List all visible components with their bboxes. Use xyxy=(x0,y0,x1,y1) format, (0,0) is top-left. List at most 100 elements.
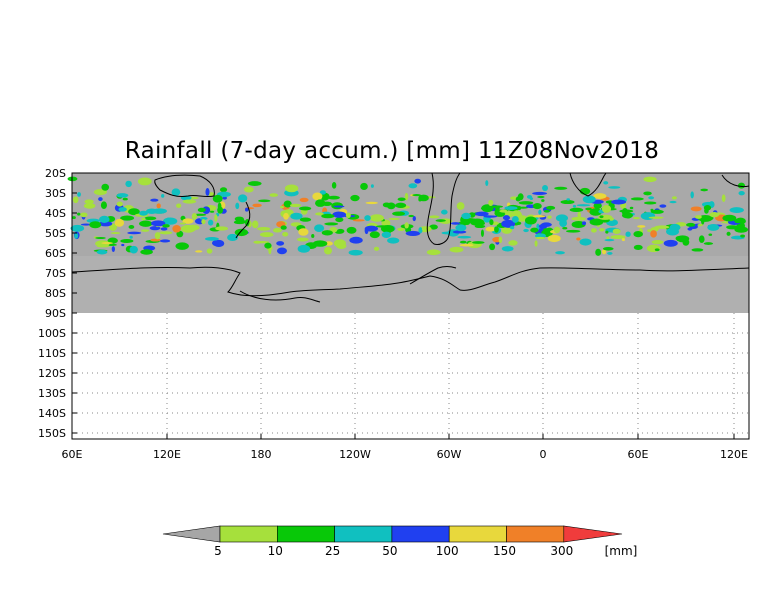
rain-cell xyxy=(682,238,690,246)
rain-cell xyxy=(524,216,537,225)
rain-cell xyxy=(154,232,161,240)
rain-cell xyxy=(459,240,467,244)
rain-cell xyxy=(535,236,546,240)
rain-cell xyxy=(208,192,215,197)
rain-cell xyxy=(333,205,345,208)
rain-cell xyxy=(612,228,621,234)
rain-cell xyxy=(171,188,181,197)
rain-cell xyxy=(204,237,219,241)
rain-cell xyxy=(77,212,81,216)
rain-cell xyxy=(698,235,705,243)
rain-cell xyxy=(160,227,168,231)
rain-cell xyxy=(83,203,96,209)
rain-cell xyxy=(247,181,262,186)
rain-cell xyxy=(334,230,344,234)
rain-cell xyxy=(206,248,213,254)
rain-cell xyxy=(234,216,244,222)
rain-cell xyxy=(381,231,392,238)
lon-label: 120E xyxy=(153,448,181,461)
ross-shelf xyxy=(239,290,321,303)
rain-cell xyxy=(264,242,272,249)
rain-cell xyxy=(640,212,656,220)
rain-cell xyxy=(370,184,374,188)
rain-cell xyxy=(646,244,661,253)
rain-cell xyxy=(601,204,612,213)
rain-cell xyxy=(555,251,565,255)
new-zealand-coast xyxy=(235,201,251,239)
rain-cell xyxy=(252,203,262,208)
rain-cell xyxy=(734,218,744,224)
rain-cell xyxy=(547,234,561,243)
rain-cell xyxy=(542,185,549,192)
rain-cell xyxy=(543,209,550,213)
madagascar-coast xyxy=(721,174,750,188)
rain-cell xyxy=(644,201,657,205)
rain-cell xyxy=(128,208,140,216)
rain-cell xyxy=(498,236,503,244)
rain-cell xyxy=(654,248,660,252)
rain-cell xyxy=(547,215,552,219)
rain-cell xyxy=(485,226,496,232)
rain-cell xyxy=(120,215,135,221)
colorbar: 5 10 25 50 100 150 300 [mm] xyxy=(162,525,637,558)
rain-cell xyxy=(312,192,323,201)
rain-cell xyxy=(501,246,514,252)
rain-cell xyxy=(149,226,161,231)
rain-cell xyxy=(207,219,214,226)
rain-cell xyxy=(700,216,705,225)
rain-cell xyxy=(179,222,187,225)
rain-cell xyxy=(472,241,485,244)
rain-cell xyxy=(629,206,634,210)
rain-cell xyxy=(72,196,79,204)
lat-label: 60S xyxy=(45,247,66,260)
rain-cell xyxy=(110,232,121,235)
rain-cell xyxy=(643,191,652,196)
rain-cell xyxy=(175,242,189,250)
rain-cell xyxy=(332,211,347,218)
rain-cell xyxy=(429,224,438,230)
rain-cell xyxy=(607,251,613,255)
rain-cell xyxy=(488,199,494,206)
rain-cell xyxy=(212,240,220,247)
rain-cell xyxy=(654,225,670,229)
rain-cell xyxy=(738,190,745,196)
rain-cell xyxy=(483,215,498,218)
rain-cell xyxy=(392,211,406,216)
rain-cell xyxy=(480,229,484,237)
rain-cell xyxy=(146,208,158,214)
longitude-axis: 60E 120E 180 120W 60W 0 60E 120E xyxy=(62,434,748,461)
rain-cell xyxy=(349,236,363,244)
rain-cell xyxy=(215,226,229,231)
colorbar-label: 25 xyxy=(325,544,340,558)
rain-cell xyxy=(74,232,79,239)
rain-cell xyxy=(449,246,464,253)
rain-cell xyxy=(217,206,224,214)
rain-cell xyxy=(195,250,203,253)
rain-cell xyxy=(633,230,643,238)
rain-cell xyxy=(611,199,627,205)
rain-cell xyxy=(129,235,133,239)
rain-cell xyxy=(678,238,684,243)
rain-cell xyxy=(428,215,440,219)
rain-cell xyxy=(721,194,726,202)
rain-cell xyxy=(352,219,365,222)
rain-cell xyxy=(322,195,327,200)
antarctica-coastline xyxy=(71,266,750,297)
rain-cell xyxy=(690,191,694,199)
rainfall-patches xyxy=(67,176,749,256)
rain-cell xyxy=(121,243,125,247)
rain-cell xyxy=(201,219,206,225)
rain-cell xyxy=(139,220,153,227)
rain-cell xyxy=(280,205,284,209)
rain-cell xyxy=(608,186,621,189)
rain-cell xyxy=(345,212,351,218)
rain-cell xyxy=(722,214,737,222)
south-america-coast xyxy=(426,172,461,245)
rain-cell xyxy=(212,194,223,203)
rain-cell xyxy=(298,228,309,236)
rain-cell xyxy=(315,212,324,216)
rain-cell xyxy=(510,225,515,230)
rain-cell xyxy=(412,194,422,197)
polar-nodata-band xyxy=(72,256,749,313)
rain-cell xyxy=(421,226,432,232)
